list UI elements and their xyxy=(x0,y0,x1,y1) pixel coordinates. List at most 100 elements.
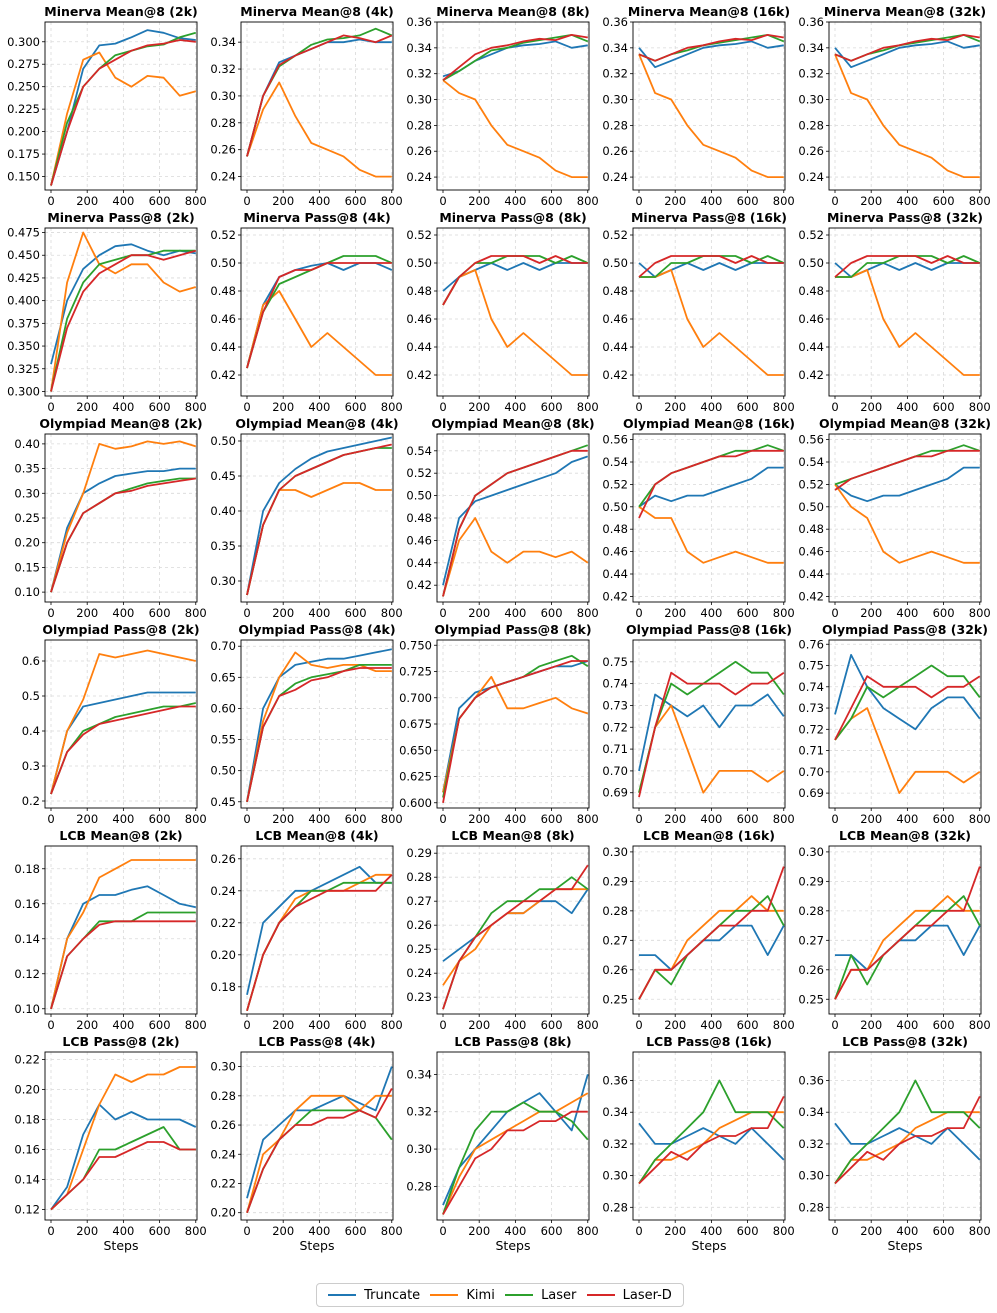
x-tick-label: 0 xyxy=(439,606,446,620)
subplot-title: LCB Pass@8 (16k) xyxy=(646,1034,772,1049)
series-line-laser-d xyxy=(442,1110,588,1215)
x-tick-label: 0 xyxy=(831,400,838,414)
y-tick-label: 0.6 xyxy=(22,654,40,668)
y-tick-label: 0.44 xyxy=(798,567,824,581)
legend-item-laser: Laser xyxy=(505,1288,576,1303)
y-tick-label: 0.30 xyxy=(602,845,628,859)
y-tick-label: 0.48 xyxy=(798,522,824,536)
y-tick-label: 0.16 xyxy=(14,1143,40,1157)
y-tick-label: 0.48 xyxy=(210,284,236,298)
y-tick-label: 0.32 xyxy=(602,1137,628,1151)
x-tick-label: 200 xyxy=(468,194,490,208)
y-tick-label: 0.72 xyxy=(798,722,824,736)
series-line-laser-d xyxy=(834,675,981,741)
x-tick-label: 400 xyxy=(700,812,722,826)
plot-frame xyxy=(240,1051,394,1221)
y-tick-label: 0.22 xyxy=(210,1176,236,1190)
y-tick-label: 0.28 xyxy=(798,1200,824,1214)
x-tick-label: 200 xyxy=(468,1224,490,1238)
x-tick-label: 200 xyxy=(76,606,98,620)
x-tick-label: 600 xyxy=(541,812,563,826)
x-tick-label: 800 xyxy=(577,812,599,826)
subplot-11: 0.10 0.15 0.20 0.25 0.30 0.35 0.40 0 200 400 600 80… xyxy=(14,416,206,620)
y-tick-label: 0.36 xyxy=(602,1074,628,1088)
subplot-25: 0.25 0.26 0.27 0.28 0.29 0.30 0 200 400 600 800 LCB… xyxy=(798,828,990,1032)
subplot-title: Minerva Mean@8 (16k) xyxy=(628,4,790,19)
x-tick-label: 0 xyxy=(243,1018,250,1032)
y-tick-label: 0.26 xyxy=(602,144,628,158)
subplot-8: 0.42 0.44 0.46 0.48 0.50 0.52 0 200 400 600 800 Min… xyxy=(406,210,598,414)
x-tick-label: 800 xyxy=(577,194,599,208)
y-tick-label: 0.30 xyxy=(210,1060,236,1074)
y-tick-label: 0.20 xyxy=(210,1206,236,1220)
y-tick-label: 0.76 xyxy=(798,637,824,651)
y-tick-label: 0.34 xyxy=(602,1105,628,1119)
subplot-16: 0.2 0.3 0.4 0.5 0.6 0 200 400 600 800 Olympiad Pas… xyxy=(22,622,207,826)
x-tick-label: 0 xyxy=(243,1224,250,1238)
x-tick-label: 600 xyxy=(737,400,759,414)
series-line-laser-d xyxy=(638,1095,785,1185)
x-tick-label: 800 xyxy=(969,606,991,620)
plot-frame xyxy=(44,433,198,603)
series-line-laser-d xyxy=(246,667,392,802)
plot-frame xyxy=(828,433,982,603)
plot-frame xyxy=(44,227,198,397)
x-tick-label: 0 xyxy=(439,1224,446,1238)
series-line-truncate xyxy=(50,691,196,795)
series-line-truncate xyxy=(834,40,980,69)
series-line-laser xyxy=(638,660,785,793)
series-line-laser-d xyxy=(246,443,392,596)
subplot-title: LCB Mean@8 (8k) xyxy=(451,828,574,843)
x-tick-label: 200 xyxy=(272,194,294,208)
x-tick-label: 600 xyxy=(345,812,367,826)
y-tick-label: 0.48 xyxy=(602,284,628,298)
y-tick-label: 0.45 xyxy=(210,795,236,809)
y-tick-label: 0.70 xyxy=(210,639,236,653)
series-line-laser-d xyxy=(442,449,588,597)
y-tick-label: 0.50 xyxy=(210,434,236,448)
y-tick-label: 0.30 xyxy=(798,93,824,107)
y-tick-label: 0.26 xyxy=(798,963,824,977)
x-tick-label: 600 xyxy=(149,812,171,826)
y-tick-label: 0.50 xyxy=(602,256,628,270)
x-tick-label: 400 xyxy=(700,194,722,208)
subplot-14: 0.42 0.44 0.46 0.48 0.50 0.52 0.54 0.56 0 200 400 6… xyxy=(602,416,795,620)
x-tick-label: 400 xyxy=(700,606,722,620)
x-tick-label: 200 xyxy=(468,606,490,620)
y-tick-label: 0.30 xyxy=(210,89,236,103)
x-tick-label: 400 xyxy=(700,400,722,414)
y-tick-label: 0.50 xyxy=(210,764,236,778)
x-tick-label: 400 xyxy=(504,194,526,208)
y-tick-label: 0.60 xyxy=(210,701,236,715)
y-tick-label: 0.20 xyxy=(14,536,40,550)
y-tick-label: 0.175 xyxy=(7,147,40,161)
x-tick-label: 0 xyxy=(243,400,250,414)
x-tick-label: 200 xyxy=(76,1018,98,1032)
y-tick-label: 0.375 xyxy=(7,316,40,330)
y-tick-label: 0.475 xyxy=(7,226,40,240)
plot-frame xyxy=(436,21,590,191)
x-tick-label: 600 xyxy=(933,606,955,620)
series-line-laser-d xyxy=(246,262,392,369)
series-line-kimi xyxy=(638,704,785,794)
y-tick-label: 0.50 xyxy=(798,256,824,270)
series-line-truncate xyxy=(50,243,196,365)
subplot-5: 0.24 0.26 0.28 0.30 0.32 0.34 0.36 0 200 400 600 80… xyxy=(798,4,990,208)
y-tick-label: 0.42 xyxy=(798,589,824,603)
x-tick-label: 200 xyxy=(860,1224,882,1238)
subplot-22: 0.18 0.20 0.22 0.24 0.26 0 200 400 600 800 LCB Mea… xyxy=(210,828,402,1032)
x-tick-label: 200 xyxy=(272,1224,294,1238)
subplot-title: LCB Mean@8 (16k) xyxy=(643,828,775,843)
y-tick-label: 0.225 xyxy=(7,102,40,116)
x-tick-label: 0 xyxy=(831,1224,838,1238)
plot-frame xyxy=(240,845,394,1015)
y-tick-label: 0.26 xyxy=(406,144,432,158)
x-tick-label: 800 xyxy=(381,400,403,414)
x-tick-label: 0 xyxy=(439,812,446,826)
x-tick-label: 200 xyxy=(860,400,882,414)
series-line-kimi xyxy=(50,1066,196,1211)
x-tick-label: 400 xyxy=(700,1018,722,1032)
plot-frame xyxy=(240,433,394,603)
y-tick-label: 0.425 xyxy=(7,271,40,285)
series-line-laser-d xyxy=(638,866,785,1000)
